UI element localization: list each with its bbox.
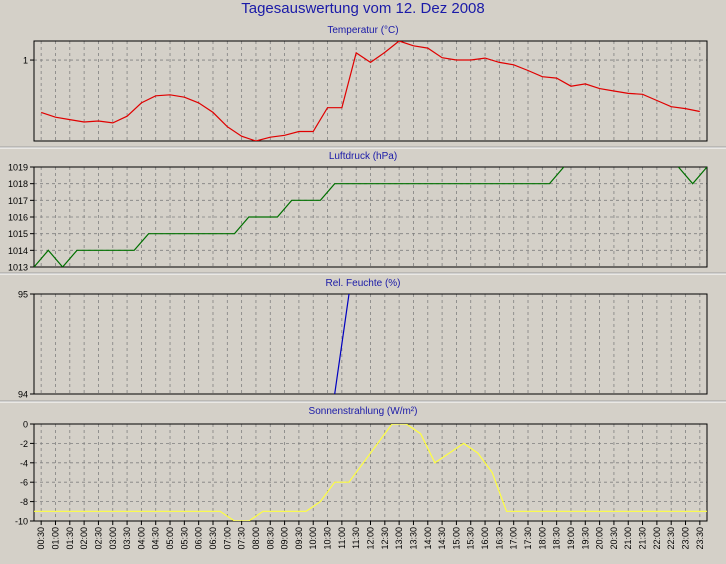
y-tick-label: 1014 bbox=[8, 246, 28, 256]
x-tick-label: 09:00 bbox=[280, 527, 290, 550]
series-line-1-1 bbox=[677, 167, 707, 185]
x-tick-label: 07:30 bbox=[237, 527, 247, 550]
x-tick-label: 03:00 bbox=[108, 527, 118, 550]
x-tick-label: 16:00 bbox=[480, 527, 490, 550]
y-tick-label: 1019 bbox=[8, 163, 28, 173]
y-tick-label: 1017 bbox=[8, 196, 28, 206]
x-tick-label: 22:00 bbox=[652, 527, 662, 550]
plot-frame bbox=[33, 166, 708, 268]
x-tick-label: 01:00 bbox=[51, 527, 61, 550]
x-tick-label: 19:30 bbox=[580, 527, 590, 550]
y-tick-label: -10 bbox=[15, 517, 28, 527]
y-tick-label: 1015 bbox=[8, 229, 28, 239]
x-tick-label: 18:30 bbox=[552, 527, 562, 550]
humidity-chart-title: Rel. Feuchte (%) bbox=[325, 278, 401, 289]
x-tick-label: 11:30 bbox=[351, 527, 361, 549]
y-tick-label: -8 bbox=[20, 497, 28, 507]
x-axis: 00:30 01:00 01:30 02:00 02:30 03:00 03:30 04:00… bbox=[36, 521, 705, 550]
plot-frame bbox=[33, 40, 708, 142]
chart-panel-3: 0 -2 -4 -6 -8 -10 bbox=[15, 420, 708, 527]
x-tick-label: 21:30 bbox=[638, 527, 648, 550]
x-tick-label: 08:30 bbox=[265, 527, 275, 550]
x-tick-label: 02:30 bbox=[93, 527, 103, 550]
series-line-0-0 bbox=[41, 41, 700, 141]
x-tick-label: 16:30 bbox=[494, 527, 504, 550]
x-tick-label: 19:00 bbox=[566, 527, 576, 550]
chart-panel-1: 1013 1014 1015 1016 1017 1018 1019 bbox=[8, 163, 708, 273]
series-line-1-0 bbox=[34, 167, 565, 267]
y-tick-label: 1018 bbox=[8, 179, 28, 189]
x-tick-label: 04:30 bbox=[151, 527, 161, 550]
x-tick-label: 02:00 bbox=[79, 527, 89, 550]
x-tick-label: 21:00 bbox=[623, 527, 633, 550]
y-tick-label: 95 bbox=[18, 290, 28, 300]
x-tick-label: 03:30 bbox=[122, 527, 132, 550]
radiation-chart-title: Sonnenstrahlung (W/m²) bbox=[308, 406, 418, 417]
x-tick-label: 15:30 bbox=[466, 527, 476, 550]
y-tick-label: 1013 bbox=[8, 263, 28, 273]
x-tick-label: 13:00 bbox=[394, 527, 404, 550]
x-tick-label: 20:30 bbox=[609, 527, 619, 550]
y-tick-label: 1 bbox=[23, 56, 28, 66]
y-tick-label: -2 bbox=[20, 439, 28, 449]
x-tick-label: 23:30 bbox=[695, 527, 705, 550]
x-tick-label: 20:00 bbox=[595, 527, 605, 550]
x-tick-label: 17:30 bbox=[523, 527, 533, 550]
chart-panel-0: 1 bbox=[23, 40, 708, 142]
x-tick-label: 06:00 bbox=[194, 527, 204, 550]
plot-frame bbox=[33, 293, 708, 395]
x-tick-label: 08:00 bbox=[251, 527, 261, 550]
x-tick-label: 12:30 bbox=[380, 527, 390, 550]
x-tick-label: 10:00 bbox=[308, 527, 318, 550]
y-tick-label: 94 bbox=[18, 390, 28, 400]
x-tick-label: 11:00 bbox=[337, 527, 347, 549]
series-line-3-0 bbox=[34, 424, 707, 521]
x-tick-label: 23:00 bbox=[681, 527, 691, 550]
y-tick-label: -4 bbox=[20, 458, 28, 468]
x-tick-label: 22:30 bbox=[666, 527, 676, 550]
x-tick-label: 05:30 bbox=[179, 527, 189, 550]
x-tick-label: 14:30 bbox=[437, 527, 447, 550]
x-tick-label: 05:00 bbox=[165, 527, 175, 550]
chart-panel-2: 94 95 bbox=[18, 290, 708, 400]
x-tick-label: 18:00 bbox=[537, 527, 547, 550]
x-tick-label: 12:00 bbox=[366, 527, 376, 550]
x-tick-label: 10:30 bbox=[323, 527, 333, 550]
x-tick-label: 00:30 bbox=[36, 527, 46, 550]
x-tick-label: 06:30 bbox=[208, 527, 218, 550]
x-tick-label: 07:00 bbox=[222, 527, 232, 550]
series-line-2-0 bbox=[334, 294, 350, 394]
x-tick-label: 14:00 bbox=[423, 527, 433, 550]
y-tick-label: -6 bbox=[20, 478, 28, 488]
y-tick-label: 0 bbox=[23, 420, 28, 430]
pressure-chart-title: Luftdruck (hPa) bbox=[328, 151, 398, 162]
y-tick-label: 1016 bbox=[8, 213, 28, 223]
x-tick-label: 13:30 bbox=[409, 527, 419, 550]
x-tick-label: 04:00 bbox=[136, 527, 146, 550]
x-tick-label: 17:00 bbox=[509, 527, 519, 550]
temperature-chart-title: Temperatur (°C) bbox=[327, 25, 399, 36]
page-title: Tagesauswertung vom 12. Dez 2008 bbox=[241, 0, 485, 17]
x-tick-label: 15:00 bbox=[451, 527, 461, 550]
x-tick-label: 01:30 bbox=[65, 527, 75, 550]
x-tick-label: 09:30 bbox=[294, 527, 304, 550]
